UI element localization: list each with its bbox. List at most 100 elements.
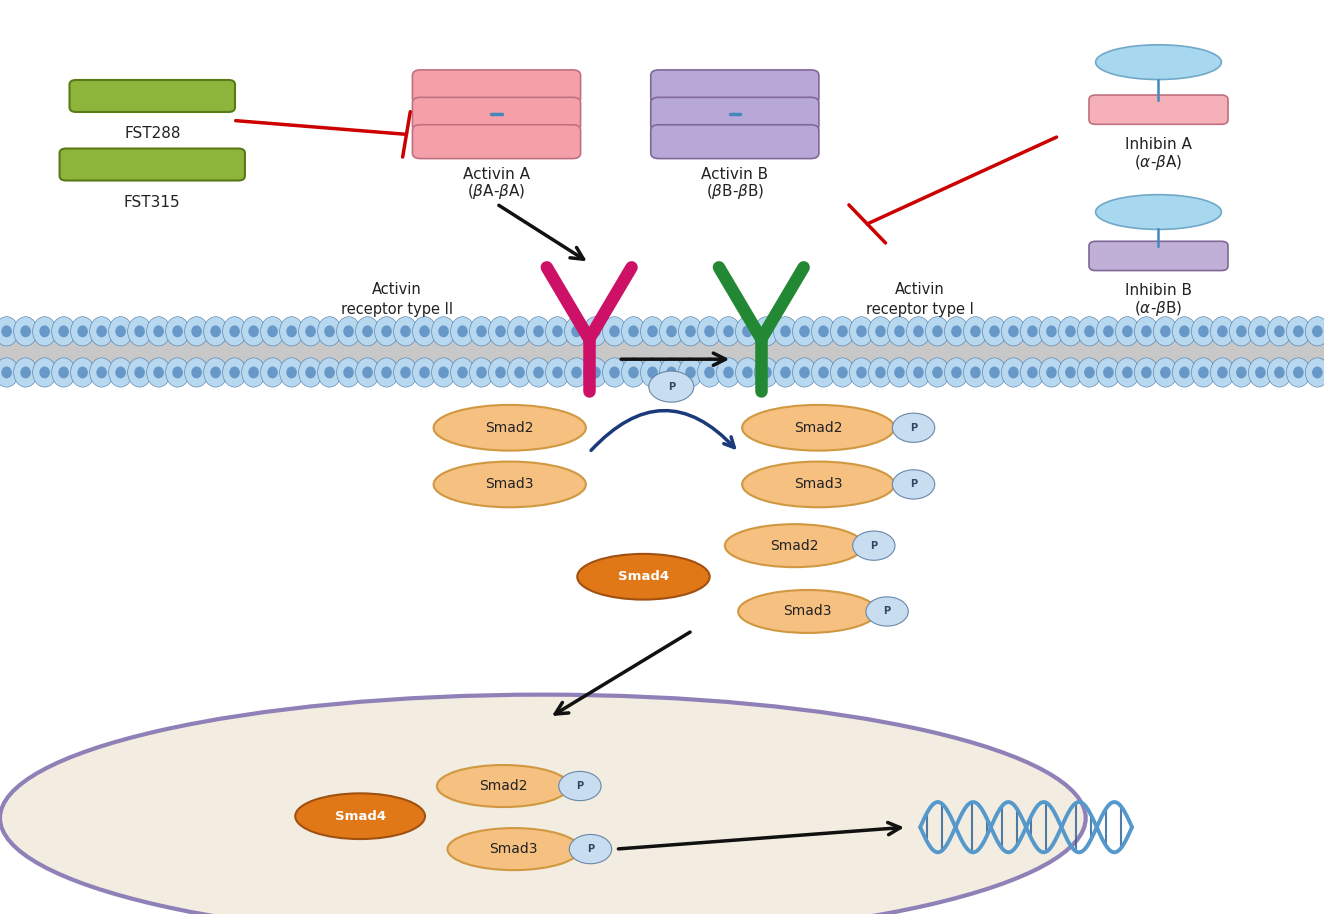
Ellipse shape [818, 325, 829, 337]
Ellipse shape [172, 367, 183, 378]
Ellipse shape [470, 357, 494, 388]
Ellipse shape [127, 317, 151, 346]
Ellipse shape [1249, 317, 1272, 346]
Text: Activin B: Activin B [702, 167, 768, 182]
Text: P: P [910, 423, 918, 432]
Ellipse shape [527, 357, 551, 388]
Text: Activin
receptor type I: Activin receptor type I [866, 282, 974, 317]
Ellipse shape [356, 317, 380, 346]
Ellipse shape [0, 695, 1086, 914]
Ellipse shape [1180, 325, 1190, 337]
Ellipse shape [1027, 367, 1038, 378]
Ellipse shape [489, 357, 512, 388]
Ellipse shape [1180, 367, 1190, 378]
Text: Inhibin B: Inhibin B [1125, 283, 1192, 298]
Text: P: P [587, 845, 594, 854]
Ellipse shape [336, 317, 360, 346]
Ellipse shape [1064, 325, 1075, 337]
Ellipse shape [527, 317, 551, 346]
Ellipse shape [1039, 357, 1063, 388]
FancyBboxPatch shape [651, 70, 818, 103]
Ellipse shape [1008, 367, 1018, 378]
Ellipse shape [698, 357, 722, 388]
Ellipse shape [211, 325, 221, 337]
Ellipse shape [363, 367, 373, 378]
Text: ($\beta$B-$\beta$B): ($\beta$B-$\beta$B) [706, 182, 764, 201]
Ellipse shape [951, 325, 961, 337]
Ellipse shape [1237, 367, 1247, 378]
Ellipse shape [755, 357, 779, 388]
Ellipse shape [552, 325, 563, 337]
Ellipse shape [58, 325, 69, 337]
Ellipse shape [1173, 357, 1197, 388]
Ellipse shape [1095, 195, 1221, 229]
Ellipse shape [609, 367, 620, 378]
Ellipse shape [13, 357, 37, 388]
Ellipse shape [1095, 45, 1221, 80]
Ellipse shape [951, 367, 961, 378]
Ellipse shape [698, 317, 722, 346]
Ellipse shape [40, 367, 50, 378]
Ellipse shape [704, 367, 715, 378]
Ellipse shape [1267, 357, 1291, 388]
Ellipse shape [914, 367, 924, 378]
Ellipse shape [1103, 367, 1113, 378]
Ellipse shape [343, 367, 354, 378]
Ellipse shape [894, 367, 904, 378]
Ellipse shape [1046, 325, 1057, 337]
Ellipse shape [545, 317, 569, 346]
Ellipse shape [204, 357, 228, 388]
Ellipse shape [741, 462, 894, 507]
Ellipse shape [686, 325, 696, 337]
Ellipse shape [457, 367, 467, 378]
Circle shape [559, 771, 601, 801]
Text: Smad2: Smad2 [486, 420, 534, 435]
Ellipse shape [1039, 317, 1063, 346]
FancyBboxPatch shape [651, 124, 818, 159]
Ellipse shape [147, 317, 171, 346]
Ellipse shape [591, 367, 601, 378]
Ellipse shape [780, 367, 790, 378]
Ellipse shape [507, 357, 531, 388]
Ellipse shape [495, 325, 506, 337]
Ellipse shape [1237, 325, 1247, 337]
Circle shape [649, 371, 694, 402]
Ellipse shape [741, 405, 894, 451]
Ellipse shape [1103, 325, 1113, 337]
Text: FST288: FST288 [124, 126, 180, 141]
Ellipse shape [621, 357, 645, 388]
Ellipse shape [191, 325, 201, 337]
Ellipse shape [211, 367, 221, 378]
Ellipse shape [1116, 317, 1140, 346]
Ellipse shape [393, 357, 417, 388]
Ellipse shape [659, 317, 683, 346]
Ellipse shape [628, 367, 638, 378]
Ellipse shape [571, 367, 581, 378]
FancyArrowPatch shape [591, 410, 735, 451]
Ellipse shape [716, 317, 740, 346]
Ellipse shape [375, 357, 399, 388]
Ellipse shape [33, 317, 57, 346]
Ellipse shape [267, 325, 278, 337]
Ellipse shape [413, 357, 437, 388]
Ellipse shape [666, 325, 677, 337]
Ellipse shape [13, 317, 37, 346]
Text: Smad4: Smad4 [335, 810, 385, 823]
Ellipse shape [20, 325, 30, 337]
Ellipse shape [932, 325, 943, 337]
Ellipse shape [1116, 357, 1140, 388]
Ellipse shape [989, 325, 1000, 337]
Ellipse shape [944, 357, 968, 388]
Ellipse shape [1021, 357, 1045, 388]
Ellipse shape [793, 357, 817, 388]
Ellipse shape [875, 325, 886, 337]
Ellipse shape [393, 317, 417, 346]
Ellipse shape [1084, 325, 1095, 337]
Ellipse shape [704, 325, 715, 337]
Ellipse shape [1027, 325, 1038, 337]
Text: Inhibin A: Inhibin A [1125, 137, 1192, 152]
Ellipse shape [666, 367, 677, 378]
Ellipse shape [641, 317, 665, 346]
Ellipse shape [222, 317, 246, 346]
Ellipse shape [577, 554, 710, 600]
